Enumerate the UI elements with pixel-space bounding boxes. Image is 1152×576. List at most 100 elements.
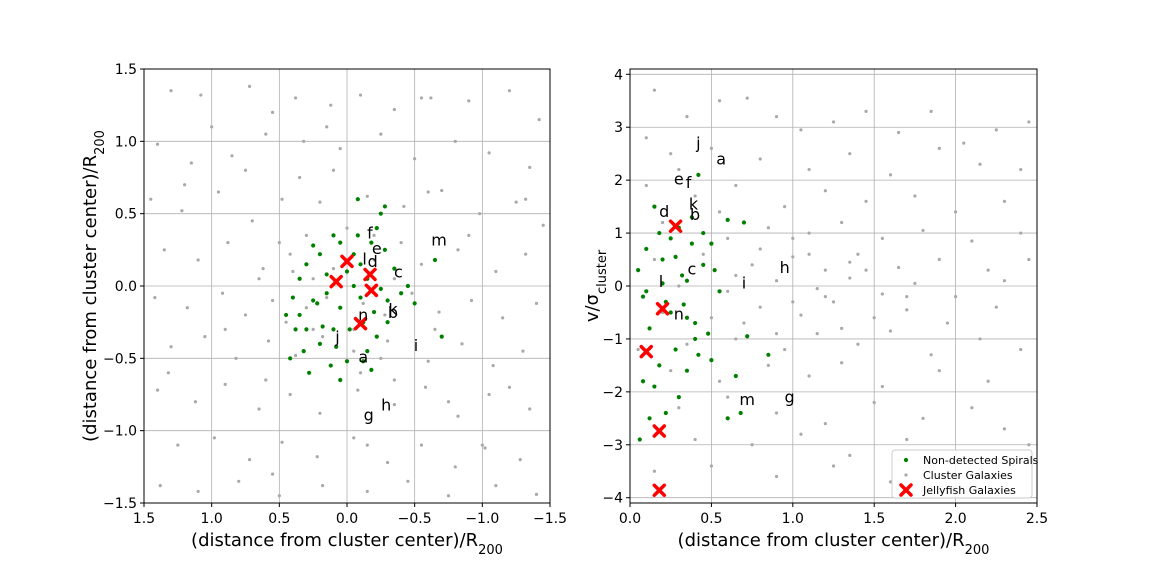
- left-cluster-galaxies-point: [392, 403, 396, 407]
- right-annotation-a: a: [716, 149, 726, 168]
- left-cluster-galaxies-point: [247, 84, 252, 88]
- right-cluster-galaxies-point: [921, 228, 925, 233]
- left-non-detected-spirals-point: [378, 286, 383, 291]
- left-non-detected-spirals-point: [304, 327, 309, 332]
- left-annotation-j: j: [334, 327, 339, 346]
- left-non-detected-spirals-point: [317, 341, 323, 346]
- right-cluster-galaxies-point: [791, 300, 795, 304]
- left-y-axis-label: (distance from cluster center)/R200: [80, 130, 108, 442]
- right-non-detected-spirals-point: [640, 294, 646, 299]
- right-cluster-galaxies-point: [978, 162, 982, 166]
- right-cluster-galaxies-point: [717, 379, 722, 383]
- right-annotation-j: j: [695, 133, 700, 152]
- right-cluster-galaxies-point: [848, 276, 852, 280]
- left-cluster-galaxies-point: [153, 295, 157, 300]
- right-cluster-galaxies-point: [652, 88, 657, 92]
- right-cluster-galaxies-point: [905, 437, 909, 442]
- left-cluster-galaxies-point: [311, 277, 315, 281]
- left-cluster-galaxies-point: [196, 489, 200, 494]
- left-non-detected-spirals-point: [290, 295, 295, 300]
- left-non-detected-spirals-point: [374, 226, 379, 231]
- right-annotation-m: m: [739, 390, 755, 409]
- right-cluster-galaxies-point: [717, 210, 722, 214]
- left-non-detected-spirals-point: [297, 312, 302, 318]
- left-cluster-galaxies-point: [365, 489, 369, 494]
- left-non-detected-spirals-point: [355, 197, 360, 202]
- left-cluster-galaxies-point: [311, 327, 315, 331]
- right-cluster-galaxies-point: [758, 305, 762, 309]
- left-non-detected-spirals-point: [382, 247, 387, 252]
- right-cluster-galaxies-point: [677, 406, 681, 410]
- right-non-detected-spirals-point: [673, 254, 678, 259]
- left-cluster-galaxies-point: [155, 142, 160, 146]
- right-cluster-galaxies-point: [652, 257, 657, 262]
- left-cluster-galaxies-point: [318, 200, 322, 204]
- right-cluster-galaxies-point: [823, 294, 827, 299]
- right-annotation-l: l: [659, 272, 663, 291]
- left-non-detected-spirals-point: [297, 276, 302, 281]
- left-non-detected-spirals-point: [412, 301, 417, 306]
- right-non-detected-spirals-point: [701, 262, 706, 267]
- right-cluster-galaxies-point: [848, 453, 852, 457]
- left-cluster-galaxies-point: [514, 200, 518, 204]
- left-cluster-galaxies-point: [356, 388, 360, 392]
- left-cluster-galaxies-point: [501, 316, 505, 320]
- left-cluster-galaxies-point: [216, 190, 221, 194]
- left-cluster-galaxies-point: [264, 132, 268, 136]
- right-cluster-galaxies-point: [799, 313, 803, 317]
- right-x-axis-label: (distance from cluster center)/R200: [678, 530, 990, 558]
- right-annotation-f: f: [686, 173, 692, 192]
- left-cluster-galaxies-point: [230, 154, 234, 158]
- left-cluster-galaxies-point: [419, 443, 424, 447]
- left-cluster-galaxies-point: [352, 349, 356, 353]
- right-non-detected-spirals-point: [689, 215, 694, 220]
- left-non-detected-spirals-point: [351, 283, 356, 289]
- left-cluster-galaxies-point: [304, 233, 308, 237]
- right-cluster-galaxies-point: [783, 347, 787, 352]
- right-cluster-galaxies-point: [669, 369, 673, 373]
- right-non-detected-spirals-point: [644, 289, 649, 294]
- left-cluster-galaxies-point: [386, 460, 390, 465]
- right-non-detected-spirals-point: [684, 368, 690, 373]
- right-cluster-galaxies-point: [774, 115, 779, 119]
- right-cluster-galaxies-point: [750, 263, 754, 267]
- right-cluster-galaxies-point: [774, 279, 779, 283]
- right-cluster-galaxies-point: [799, 128, 803, 132]
- right-non-detected-spirals-point: [733, 373, 738, 379]
- right-cluster-galaxies-point: [921, 416, 925, 420]
- right-cluster-galaxies-point: [831, 300, 836, 304]
- left-cluster-galaxies-point: [270, 298, 275, 303]
- left-cluster-galaxies-point: [247, 458, 252, 462]
- left-cluster-galaxies-point: [453, 139, 457, 143]
- right-y-tick-label: 2: [614, 173, 623, 189]
- legend-marker-non-detected-spirals: [903, 457, 909, 463]
- left-non-detected-spirals-point: [311, 243, 316, 248]
- right-series-jellyfish-galaxies: [639, 219, 683, 498]
- right-cluster-galaxies-point: [783, 205, 787, 209]
- left-cluster-galaxies-point: [280, 440, 284, 444]
- right-cluster-galaxies-point: [1019, 231, 1023, 235]
- left-cluster-galaxies-point: [149, 197, 153, 201]
- left-cluster-galaxies-point: [534, 492, 539, 496]
- right-cluster-galaxies-point: [774, 474, 779, 479]
- right-cluster-galaxies-point: [937, 369, 941, 373]
- right-non-detected-spirals-point: [647, 416, 652, 421]
- left-cluster-galaxies-point: [487, 392, 491, 397]
- left-cluster-galaxies-point: [456, 414, 460, 418]
- right-non-detected-spirals-point: [657, 230, 662, 236]
- left-cluster-galaxies-point: [321, 484, 325, 488]
- right-cluster-galaxies-point: [774, 411, 779, 415]
- right-cluster-galaxies-point: [840, 361, 844, 365]
- legend-marker-cluster-galaxies: [904, 473, 908, 477]
- right-cluster-galaxies-point: [1019, 347, 1023, 352]
- right-annotation-n: n: [674, 304, 684, 323]
- left-cluster-galaxies-point: [223, 327, 227, 331]
- right-y-axis-label: v/σcluster: [582, 249, 610, 322]
- left-non-detected-spirals-point: [331, 233, 336, 238]
- right-x-tick-label: 2.0: [944, 511, 966, 527]
- left-x-tick-label: 1.0: [201, 511, 223, 527]
- left-non-detected-spirals-point: [320, 324, 325, 329]
- right-cluster-galaxies-point: [815, 287, 819, 291]
- left-cluster-galaxies-point: [419, 96, 424, 100]
- right-cluster-galaxies-point: [758, 247, 762, 251]
